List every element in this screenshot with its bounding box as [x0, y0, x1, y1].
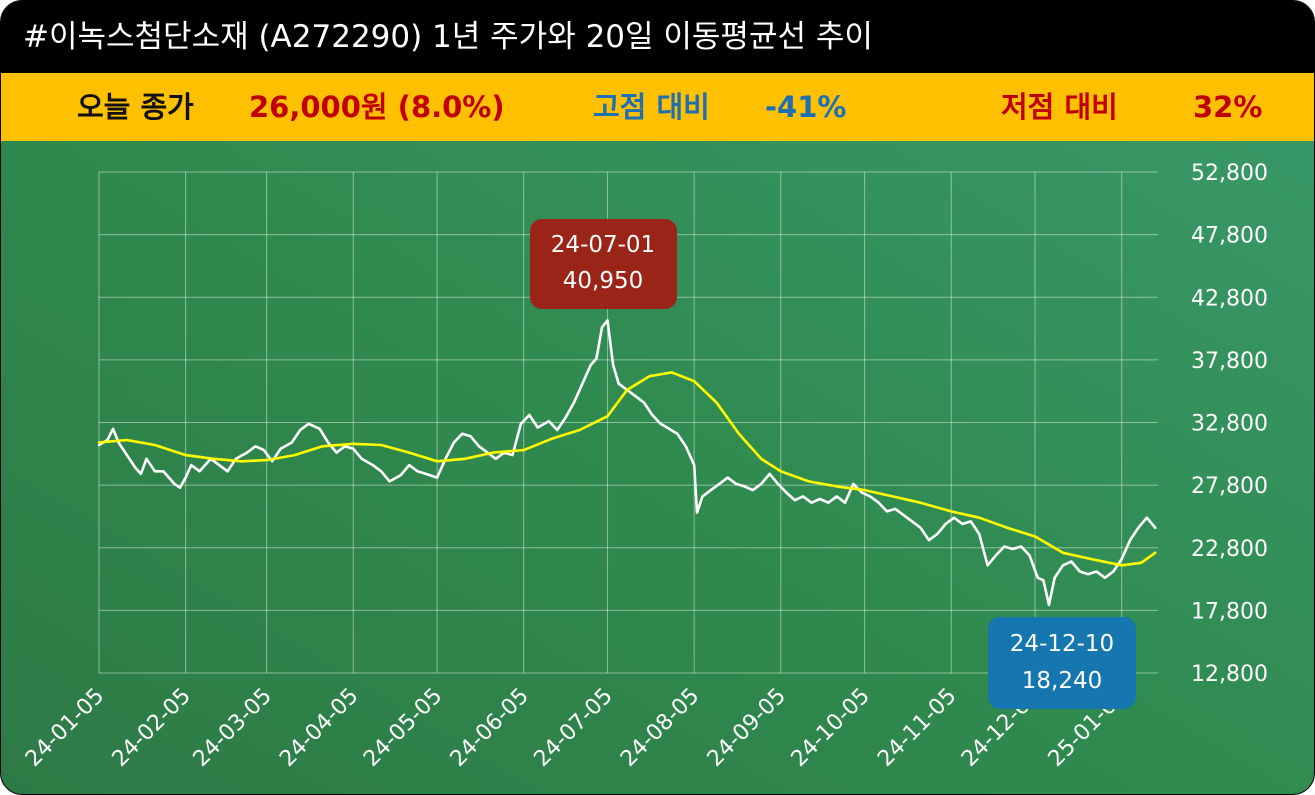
- low-label: 저점 대비: [1001, 90, 1118, 124]
- close-value: 26,000원 (8.0%): [249, 90, 505, 124]
- x-tick-label: 24-01-05: [21, 684, 109, 772]
- price-line: [97, 319, 1157, 607]
- x-tick-label: 24-07-05: [529, 684, 617, 772]
- x-tick-label: 24-10-05: [787, 684, 875, 772]
- y-tick-label: 17,800: [1191, 599, 1268, 624]
- info-bar: 오늘 종가 26,000원 (8.0%) 고점 대비 -41% 저점 대비 32…: [1, 73, 1314, 141]
- y-tick-label: 52,800: [1191, 161, 1268, 186]
- y-tick-label: 42,800: [1191, 286, 1268, 311]
- low-callout-box: [988, 617, 1136, 709]
- x-tick-label: 24-09-05: [703, 684, 791, 772]
- low-callout-value: 18,240: [1022, 668, 1102, 694]
- y-tick-label: 37,800: [1191, 349, 1268, 374]
- high-callout-box: [530, 219, 677, 309]
- x-tick-label: 24-04-05: [275, 684, 363, 772]
- x-tick-label: 24-03-05: [189, 684, 277, 772]
- moving-average-line: [97, 371, 1157, 567]
- high-label: 고점 대비: [593, 90, 710, 124]
- line-chart: 52,800 47,800 42,800 37,800 32,800 27,800 22,8…: [21, 161, 1268, 772]
- chart-title: #이녹스첨단소재 (A272290) 1년 주가와 20일 이동평균선 추이: [1, 1, 1314, 73]
- x-tick-label: 24-11-05: [873, 684, 961, 772]
- high-callout: 24-07-01 40,950: [530, 219, 677, 309]
- low-callout-date: 24-12-10: [1010, 631, 1114, 657]
- low-value: 32%: [1193, 90, 1263, 124]
- y-tick-label: 47,800: [1191, 224, 1268, 249]
- y-tick-label: 32,800: [1191, 412, 1268, 437]
- x-tick-label: 24-02-05: [108, 684, 196, 772]
- y-tick-label: 12,800: [1191, 662, 1268, 687]
- high-callout-value: 40,950: [563, 268, 643, 294]
- y-tick-label: 27,800: [1191, 474, 1268, 499]
- high-value: -41%: [765, 90, 847, 124]
- high-callout-date: 24-07-01: [551, 232, 655, 258]
- close-label: 오늘 종가: [77, 90, 194, 124]
- y-tick-label: 22,800: [1191, 537, 1268, 562]
- x-tick-label: 24-05-05: [359, 684, 447, 772]
- x-tick-label: 24-08-05: [616, 684, 704, 772]
- low-callout: 24-12-10 18,240: [988, 617, 1136, 709]
- x-tick-label: 24-06-05: [446, 684, 534, 772]
